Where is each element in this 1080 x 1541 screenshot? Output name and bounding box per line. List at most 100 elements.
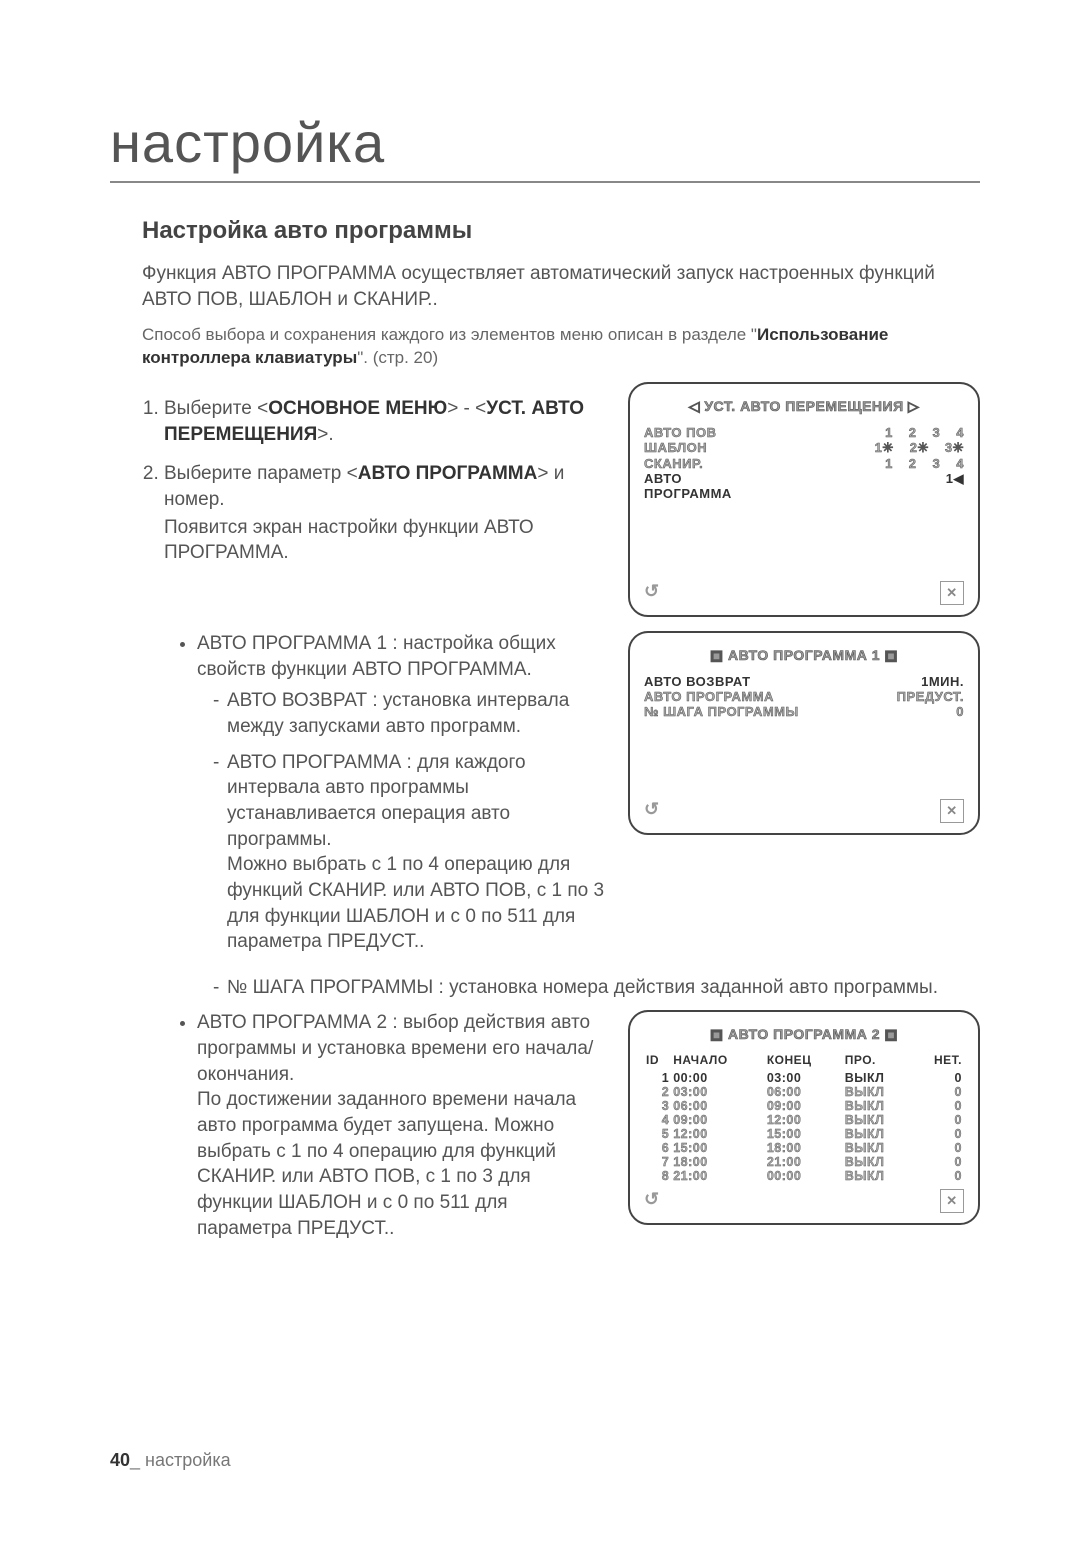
osd3-table-row: 615:0018:00ВЫКЛ0 [644,1141,964,1155]
back-icon: ↺ [644,1189,660,1213]
osd1-selected-value: 1◀ [946,471,964,501]
osd3-cell-end: 09:00 [765,1099,843,1113]
osd3-cell-start: 06:00 [671,1099,765,1113]
page-number: 40_ настройка [110,1450,231,1471]
manual-page: настройка Настройка авто программы Функц… [0,0,1080,1541]
osd3-cell-end: 12:00 [765,1113,843,1127]
osd2-menu-row: АВТО ВОЗВРАТ1МИН. [644,674,964,689]
osd3-cell-net: 0 [913,1071,964,1085]
intro-paragraph: Функция АВТО ПРОГРАММА осуществляет авто… [142,261,980,312]
page-number-label: настройка [145,1450,231,1470]
osd2-title: ▣ АВТО ПРОГРАММА 1 ▣ [644,647,964,664]
steps-list: Выберите <ОСНОВНОЕ МЕНЮ> - <УСТ. АВТО ПЕ… [142,396,606,566]
osd1-title: ◁ УСТ. АВТО ПЕРЕМЕЩЕНИЯ ▷ [644,398,964,415]
osd3-cell-net: 0 [913,1127,964,1141]
osd3-cell-end: 00:00 [765,1169,843,1183]
osd1-menu-label: СКАНИР. [644,456,764,471]
osd3-title: ▣ АВТО ПРОГРАММА 2 ▣ [644,1026,964,1043]
osd3-header-row: IDНАЧАЛОКОНЕЦПРО.НЕТ. [644,1053,964,1071]
osd3-cell-end: 18:00 [765,1141,843,1155]
osd1-num: 4 [956,456,964,471]
osd3-cell-pro: ВЫКЛ [843,1155,913,1169]
osd3-table-row: 100:0003:00ВЫКЛ0 [644,1071,964,1085]
step-2: Выберите параметр <АВТО ПРОГРАММА> и ном… [164,461,606,566]
dash-3: № ШАГА ПРОГРАММЫ : установка номера дейс… [213,975,980,1001]
close-icon: ✕ [940,799,964,823]
osd1-num: 3 [933,425,941,440]
osd3-table-row: 821:0000:00ВЫКЛ0 [644,1169,964,1183]
dash-list-1: АВТО ВОЗВРАТ : установка интервала между… [197,688,606,954]
osd3-cell-start: 12:00 [671,1127,765,1141]
osd3-table-row: 203:0006:00ВЫКЛ0 [644,1085,964,1099]
step2-pre: Выберите параметр < [164,463,358,484]
osd3-header-cell: КОНЕЦ [765,1053,843,1071]
osd3-table-row: 409:0012:00ВЫКЛ0 [644,1113,964,1127]
osd1-num: 2 [909,456,917,471]
osd-panel-3: ▣ АВТО ПРОГРАММА 2 ▣ IDНАЧАЛОКОНЕЦПРО.НЕ… [628,1010,980,1225]
osd2-menu-label: № ШАГА ПРОГРАММЫ [644,704,956,719]
osd3-header-cell: ID [644,1053,671,1071]
osd2-menu-value: 0 [956,704,964,719]
osd3-cell-end: 15:00 [765,1127,843,1141]
step1-pre: Выберите < [164,398,268,419]
osd3-cell-net: 0 [913,1113,964,1127]
osd3-cell-id: 1 [644,1071,671,1085]
osd1-menu-nums: 1✳2✳3✳ [764,440,964,456]
bullet-2a: АВТО ПРОГРАММА 2 : выбор действия авто п… [197,1012,593,1084]
osd3-cell-id: 8 [644,1169,671,1183]
osd1-num: 1 [885,425,893,440]
section-title: Настройка авто программы [142,217,980,245]
osd3-table-row: 512:0015:00ВЫКЛ0 [644,1127,964,1141]
note-paragraph: Способ выбора и сохранения каждого из эл… [142,324,980,370]
back-icon: ↺ [644,581,660,605]
osd1-num: 2✳ [910,440,929,456]
row-steps-osd1: Выберите <ОСНОВНОЕ МЕНЮ> - <УСТ. АВТО ПЕ… [142,382,980,617]
dash3-wrapper: № ШАГА ПРОГРАММЫ : установка номера дейс… [142,975,980,1001]
step1-b1: ОСНОВНОЕ МЕНЮ [268,398,447,419]
bullet-2: АВТО ПРОГРАММА 2 : выбор действия авто п… [197,1010,606,1241]
osd2-menu-row: АВТО ПРОГРАММАПРЕДУСТ. [644,689,964,704]
osd3-table-row: 718:0021:00ВЫКЛ0 [644,1155,964,1169]
close-icon: ✕ [940,581,964,605]
bullet2-column: АВТО ПРОГРАММА 2 : выбор действия авто п… [142,1010,606,1251]
osd1-selected-row: АВТО ПРОГРАММА 1◀ [644,471,964,501]
osd1-num: 1✳ [875,440,894,456]
note-post: ". (стр. 20) [357,348,438,367]
dash-2: АВТО ПРОГРАММА : для каждого интервала а… [213,750,606,955]
osd2-menu-value: 1МИН. [921,674,964,689]
osd3-header-cell: НАЧАЛО [671,1053,765,1071]
step1-mid: > - < [447,398,486,419]
osd2-menu-row: № ШАГА ПРОГРАММЫ0 [644,704,964,719]
osd3-cell-pro: ВЫКЛ [843,1127,913,1141]
bullet-list-1: АВТО ПРОГРАММА 1 : настройка общих свойс… [142,631,606,955]
osd1-menu-row: АВТО ПОВ1234 [644,425,964,440]
osd1-footer: ↺ ✕ [644,581,964,605]
dash-list-1b: № ШАГА ПРОГРАММЫ : установка номера дейс… [197,975,980,1001]
osd2-menu-label: АВТО ПРОГРАММА [644,689,897,704]
page-number-value: 40 [110,1450,130,1470]
osd1-num: 4 [956,425,964,440]
bullet-list-2: АВТО ПРОГРАММА 2 : выбор действия авто п… [142,1010,606,1241]
dash-2a: АВТО ПРОГРАММА : для каждого интервала а… [227,752,526,850]
step2-sub: Появится экран настройки функции АВТО ПР… [164,515,606,566]
osd3-cell-start: 21:00 [671,1169,765,1183]
step1-post: >. [317,424,333,445]
page-title: настройка [110,110,980,183]
osd1-menu-nums: 1234 [764,425,964,440]
osd3-cell-start: 03:00 [671,1085,765,1099]
step-1: Выберите <ОСНОВНОЕ МЕНЮ> - <УСТ. АВТО ПЕ… [164,396,606,447]
note-pre: Способ выбора и сохранения каждого из эл… [142,325,757,344]
osd3-table-row: 306:0009:00ВЫКЛ0 [644,1099,964,1113]
row-bullet2-osd3: АВТО ПРОГРАММА 2 : выбор действия авто п… [142,1010,980,1251]
osd3-cell-id: 3 [644,1099,671,1113]
osd3-footer: ↺ ✕ [644,1189,964,1213]
osd3-table: IDНАЧАЛОКОНЕЦПРО.НЕТ. 100:0003:00ВЫКЛ020… [644,1053,964,1183]
osd3-cell-pro: ВЫКЛ [843,1099,913,1113]
step2-b: АВТО ПРОГРАММА [358,463,538,484]
osd-panel-2: ▣ АВТО ПРОГРАММА 1 ▣ АВТО ВОЗВРАТ1МИН.АВ… [628,631,980,835]
osd-panel-1: ◁ УСТ. АВТО ПЕРЕМЕЩЕНИЯ ▷ АВТО ПОВ1234ША… [628,382,980,617]
bullet1-column: АВТО ПРОГРАММА 1 : настройка общих свойс… [142,631,606,965]
osd3-cell-net: 0 [913,1141,964,1155]
osd3-cell-pro: ВЫКЛ [843,1113,913,1127]
osd3-cell-start: 18:00 [671,1155,765,1169]
